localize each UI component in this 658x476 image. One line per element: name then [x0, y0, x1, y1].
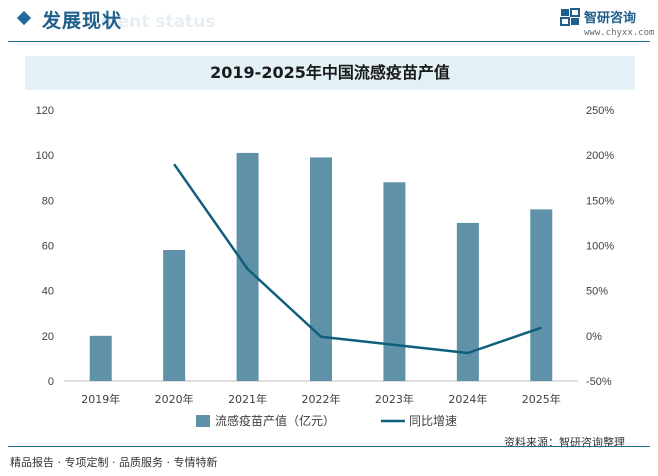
page-header: ment status 发展现状 智研咨询 www.chyxx.com [0, 0, 658, 42]
brand-url: www.chyxx.com [584, 28, 655, 38]
chart-title-band: 2019-2025年中国流感疫苗产值 [25, 56, 635, 90]
y-right-tick-label: -50% [586, 376, 612, 388]
x-tick-label: 2024年 [448, 392, 487, 406]
x-tick-label: 2022年 [302, 392, 341, 406]
y-right-tick-label: 100% [586, 241, 614, 253]
y-left-tick-label: 80 [42, 195, 54, 207]
bar [89, 335, 112, 381]
header-divider [8, 41, 650, 42]
x-tick-label: 2025年 [522, 392, 561, 406]
section-subtitle: ment status [100, 12, 216, 32]
bar [456, 222, 479, 381]
y-right-tick-label: 0% [586, 331, 602, 343]
source-note: 资料来源：智研咨询整理 [504, 436, 625, 449]
legend-line-label: 同比增速 [409, 414, 457, 428]
y-left-tick-label: 60 [42, 241, 54, 253]
section-title: 发展现状 [42, 10, 123, 32]
bar [163, 250, 186, 381]
y-left-tick-label: 20 [42, 331, 54, 343]
chart-title: 2019-2025年中国流感疫苗产值 [210, 63, 450, 82]
brand-name: 智研咨询 [584, 11, 637, 26]
footer-slogan: 精品报告 · 专项定制 · 品质服务 · 专情特新 [10, 456, 218, 469]
y-left-tick-label: 120 [36, 105, 54, 117]
x-tick-label: 2020年 [155, 392, 194, 406]
x-tick-label: 2019年 [81, 392, 120, 406]
legend-bar-swatch [196, 415, 210, 427]
chart-area: 0 20 40 60 80 100 120 -50% 0% 50% 100% 150% 200% 250%… [36, 105, 615, 428]
brand-logo-icon [560, 8, 580, 26]
y-right-tick-label: 200% [586, 150, 614, 162]
y-left-tick-label: 40 [42, 286, 54, 298]
y-left-tick-label: 0 [48, 376, 54, 388]
bar [310, 157, 332, 381]
page-footer: 资料来源：智研咨询整理 精品报告 · 专项定制 · 品质服务 · 专情特新 [0, 436, 658, 476]
x-tick-label: 2023年 [375, 392, 414, 406]
footer-divider [8, 446, 650, 447]
y-right-tick-label: 50% [586, 286, 608, 298]
legend-bar-label: 流感疫苗产值（亿元） [215, 413, 335, 428]
bar [383, 182, 406, 381]
y-right-tick-label: 150% [586, 195, 614, 207]
y-right-tick-label: 250% [586, 105, 614, 117]
y-left-tick-label: 100 [36, 150, 54, 162]
growth-line [173, 163, 542, 355]
bar [530, 209, 553, 381]
x-tick-label: 2021年 [228, 392, 267, 406]
